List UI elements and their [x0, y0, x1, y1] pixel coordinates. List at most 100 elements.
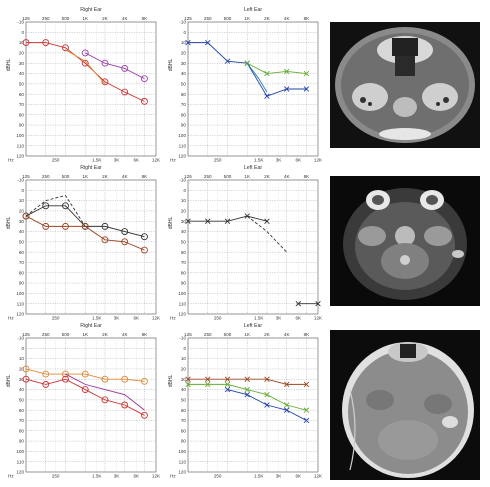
audiogram-r2-right-y-tick-label: 40: [19, 229, 25, 234]
audiogram-r1-right-series-2-line: [65, 49, 106, 85]
audiogram-r1-right-y-tick-label: 20: [19, 51, 25, 56]
audiogram-r1-right-y-tick-label: 110: [17, 143, 25, 148]
audiogram-r2-right-series-1-point: [81, 222, 89, 230]
audiogram-r1-right-x-unit-label: Hz: [8, 158, 14, 163]
audiogram-r2-left-top-tick-label: 1K: [244, 174, 251, 179]
ct-brain-scan-image: [330, 330, 480, 480]
audiogram-r1-right-bottom-tick-label: 3K: [114, 158, 121, 163]
audiogram-r3-left-series-0-point: [185, 376, 191, 382]
audiogram-r1-left-series-0-point: [303, 86, 310, 92]
audiogram-r2-right-y-tick-label: 0: [21, 188, 24, 193]
audiogram-r2-left-series-2-point: [295, 300, 301, 307]
audiogram-r1-right-top-tick-label: 8K: [142, 16, 149, 21]
audiogram-r2-left-top-tick-label: 8K: [304, 174, 311, 179]
audiogram-r3-left-y-tick-label: 120: [178, 470, 186, 475]
audiogram-r1-right-top-tick-label: 250: [42, 16, 50, 21]
audiogram-r1-left-bottom-tick-label: 3K: [276, 158, 283, 163]
audiogram-r2-right-series-1-point: [62, 222, 69, 230]
audiogram-r3-left-series-2-point: [224, 386, 231, 393]
audiogram-r1-right-y-tick-label: 60: [19, 92, 25, 97]
audiogram-r2-right-y-tick-label: 80: [19, 270, 25, 275]
audiogram-r1-left-title: Left Ear: [244, 7, 262, 13]
audiogram-r1-right-bottom-tick-label: 12K: [152, 158, 161, 163]
audiogram-r2-left-series-0-point: [205, 218, 211, 224]
audiogram-r3-right-bottom-tick-label: 1.5K: [92, 474, 102, 479]
audiogram-r3-right-bottom-tick-label: 12K: [152, 474, 161, 479]
audiogram-r1-left-series-0-point: [205, 39, 211, 46]
audiogram-r2-right-series-0-point: [62, 202, 69, 210]
audiogram-r3-left-series-1-point: [244, 386, 250, 393]
audiogram-r1-right-y-tick-label: 10: [19, 40, 25, 45]
audiogram-r1-left-y-tick-label: 60: [181, 92, 187, 97]
audiogram-r1-left-bottom-tick-label: 1.5K: [254, 158, 264, 163]
audiogram-r2-left-series-0-point: [185, 218, 191, 224]
audiogram-r3-left-svg: Left Ear -10 0 10 20 30 40 50 60 70 80 90 100 110 120 1…: [168, 323, 323, 479]
audiogram-r2-left-title: Left Ear: [244, 165, 262, 171]
audiogram-r2-right-series-0-point: [141, 233, 148, 241]
audiogram-r2-right-y-tick-label: 90: [19, 281, 25, 286]
audiogram-r1-right-series-0-point: [22, 39, 30, 47]
audiogram-r2-right-y-tick-label: 30: [19, 219, 25, 224]
audiogram-r3-right-y-tick-label: 30: [19, 377, 25, 382]
audiogram-r3-left-series-1-point: [283, 402, 290, 408]
audiogram-r3-right-y-axis-label: dBHL: [6, 375, 12, 388]
audiogram-r3-left-y-tick-label: 20: [181, 367, 187, 372]
audiogram-r3-left: Left Ear -10 0 10 20 30 40 50 60 70 80 90 100 110 120 1…: [166, 322, 324, 480]
audiogram-r3-right-bottom-tick-label: 6K: [133, 474, 140, 479]
audiogram-r3-right-series-1-point: [101, 396, 109, 404]
audiogram-r3-right-series-0-line: [25, 368, 145, 382]
audiogram-r3-left-top-tick-label: 500: [224, 332, 232, 337]
audiogram-r2-right-series-0-point: [42, 202, 50, 210]
audiogram-r1-right-y-tick-label: -10: [17, 20, 24, 25]
audiogram-r1-right-y-tick-label: 40: [19, 71, 25, 76]
audiogram-r2-right-top-tick-label: 2K: [102, 174, 109, 179]
audiogram-r1-left-y-tick-label: 10: [181, 40, 187, 45]
audiogram-r2-right-y-axis-label: dBHL: [6, 217, 12, 230]
audiogram-r1-left-bottom-tick-label: 12K: [314, 158, 323, 163]
audiogram-r2-right-series-1-point: [42, 222, 50, 230]
audiogram-r1-right-series-1-line: [85, 52, 145, 80]
audiogram-r3-left-y-tick-label: 100: [178, 449, 186, 454]
audiogram-r1-right: Right Ear -10 0 10 20 30 40 50 60 70 80 90 100 110 120…: [4, 6, 162, 164]
audiogram-r2-right-svg: Right Ear -10 0 10 20 30 40 50 60 70 80 90 100 110 120…: [6, 165, 161, 321]
audiogram-r2-right-title: Right Ear: [80, 165, 102, 171]
audiogram-r3-left-bottom-tick-label: 6K: [295, 474, 302, 479]
audiogram-r1-left-y-tick-label: 20: [181, 51, 187, 56]
audiogram-r2-right-bottom-tick-label: 6K: [133, 316, 140, 321]
audiogram-r2-left-bottom-tick-label: 3K: [276, 316, 283, 321]
audiogram-r3-left-x-unit-label: Hz: [170, 474, 176, 479]
audiogram-r1-right-series-1-point: [81, 49, 89, 57]
audiogram-r1-left-series-2-line: [246, 62, 268, 93]
audiogram-r3-left-series-0-point: [205, 376, 211, 382]
audiogram-r1-right-y-tick-label: 120: [16, 154, 24, 159]
audiogram-r1-left-svg: Left Ear -10 0 10 20 30 40 50 60 70 80 90 100 110 120 1…: [168, 7, 323, 163]
audiogram-r3-right-series-1-line: [25, 378, 145, 416]
audiogram-r3-left-series-0-point: [224, 376, 231, 382]
audiogram-r2-right-y-tick-label: 100: [16, 291, 24, 296]
audiogram-r3-right-series-2-line: [65, 373, 145, 411]
audiogram-r2-left-y-tick-label: 110: [179, 301, 187, 306]
audiogram-r2-left: Left Ear -10 0 10 20 30 40 50 60 70 80 90 100 110 120 1…: [166, 164, 324, 322]
audiogram-r2-right-top-tick-label: 250: [42, 174, 50, 179]
audiogram-r1-right-top-tick-label: 125: [22, 16, 30, 21]
audiogram-r2-left-bottom-tick-label: 6K: [295, 316, 302, 321]
audiogram-r2-right-y-tick-label: 10: [19, 198, 25, 203]
audiogram-r3-right-series-0-point: [101, 375, 109, 383]
audiogram-r3-left-plot-frame: [187, 337, 319, 473]
audiogram-r3-left-top-tick-label: 250: [204, 332, 212, 337]
audiogram-r3-left-y-tick-label: 90: [181, 439, 187, 444]
audiogram-r3-left-series-0-point: [264, 376, 270, 382]
audiogram-r2-right-y-tick-label: 50: [19, 239, 25, 244]
audiogram-r2-left-top-tick-label: 125: [184, 174, 192, 179]
audiogram-r3-right-series-1-point: [62, 375, 69, 383]
audiogram-r1-right-series-1-point: [121, 64, 129, 72]
audiogram-r1-left-y-tick-label: 50: [181, 81, 187, 86]
audiogram-r2-left-y-tick-label: 50: [181, 239, 187, 244]
audiogram-r2-left-svg: Left Ear -10 0 10 20 30 40 50 60 70 80 90 100 110 120 1…: [168, 165, 323, 321]
audiogram-r1-left-series-0-point: [264, 93, 270, 99]
audiogram-r1-left-series-1-point: [283, 68, 290, 75]
audiogram-r3-right-y-tick-label: 10: [19, 356, 25, 361]
audiogram-r1-right-y-tick-label: 100: [16, 133, 24, 138]
audiogram-r1-right-series-0-point: [121, 88, 129, 96]
audiogram-r2-left-top-tick-label: 500: [224, 174, 232, 179]
